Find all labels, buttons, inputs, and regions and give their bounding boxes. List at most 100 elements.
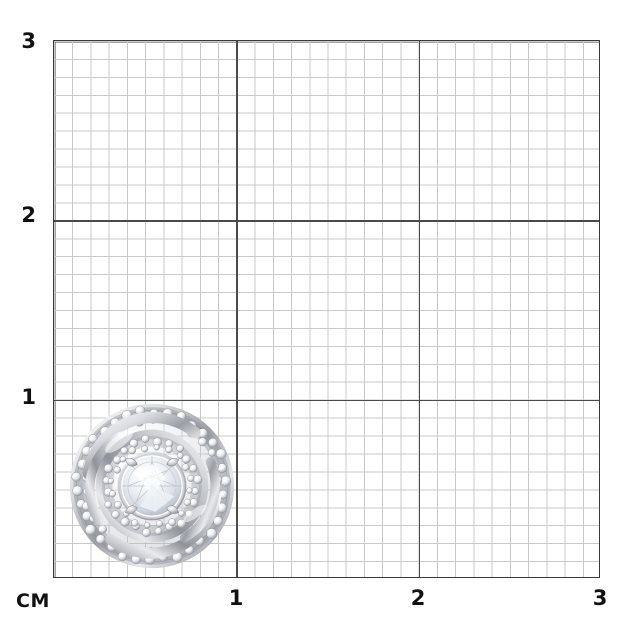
- pave-stone-highlight: [178, 453, 181, 456]
- pave-stone: [119, 455, 127, 463]
- metal-highlights: [105, 429, 207, 523]
- pave-stone-highlight: [114, 467, 118, 471]
- pave-stone-highlight: [209, 450, 213, 453]
- pave-stone-highlight: [120, 456, 124, 460]
- pave-stone-highlight: [183, 456, 187, 460]
- pave-stone-highlight: [166, 523, 170, 527]
- pave-stone-highlight: [112, 511, 116, 515]
- pave-stone-highlight: [154, 439, 158, 443]
- pave-stone-highlight: [78, 501, 82, 505]
- product-image-diamond-swirl-earring: [66, 400, 238, 572]
- pave-stone: [113, 466, 121, 474]
- pave-stone-highlight: [73, 473, 77, 478]
- pave-stone-highlight: [178, 413, 182, 417]
- grid-major-line-y-2cm: [54, 220, 599, 222]
- pave-stone-highlight: [194, 476, 199, 480]
- pave-stone-highlight: [173, 553, 178, 558]
- pave-stone-highlight: [105, 502, 109, 505]
- pave-stone-highlight: [192, 488, 196, 492]
- pave-stone: [144, 522, 151, 529]
- pave-stone: [155, 520, 163, 528]
- pave-stone-highlight: [154, 445, 157, 448]
- pave-stone: [217, 463, 228, 473]
- pave-stone-highlight: [183, 464, 186, 468]
- pave-stone: [186, 487, 193, 494]
- pave-stone-highlight: [214, 518, 219, 522]
- pave-stone-highlight: [187, 488, 190, 491]
- pave-stone-highlight: [112, 419, 116, 424]
- pave-stone: [181, 463, 190, 472]
- pave-stone-highlight: [166, 447, 170, 450]
- pave-stone-highlight: [105, 489, 109, 493]
- pave-stone: [165, 445, 173, 454]
- pave-stone-highlight: [119, 553, 123, 557]
- pave-stone: [95, 534, 106, 545]
- x-axis-tick-1: 1: [228, 586, 244, 610]
- pave-stone: [72, 485, 83, 497]
- pave-stone-highlight: [190, 499, 194, 504]
- pave-stone-highlight: [105, 465, 109, 469]
- pave-stone-highlight: [136, 407, 141, 412]
- grid-major-line-x-1cm: [236, 41, 238, 577]
- pave-stone-highlight: [83, 447, 88, 452]
- pave-stone-highlight: [104, 477, 108, 481]
- pave-stone: [191, 487, 199, 496]
- pave-stone: [71, 472, 82, 482]
- pave-stone-highlight: [222, 477, 227, 482]
- pave-stone: [120, 517, 130, 527]
- pave-stone: [107, 477, 115, 485]
- pave-stone-highlight: [122, 518, 126, 523]
- pave-stone: [168, 518, 176, 526]
- pave-stone: [141, 445, 149, 453]
- pave-stone: [98, 524, 107, 534]
- grid-major-line-y-1cm: [54, 399, 599, 402]
- pave-stone-highlight: [220, 491, 224, 495]
- pave-stone: [206, 528, 217, 540]
- pave-stone-highlight: [86, 526, 91, 531]
- pave-stone: [111, 510, 120, 519]
- pave-stone-highlight: [184, 500, 188, 503]
- pave-stone-highlight: [217, 450, 222, 455]
- pave-stone-highlight: [178, 520, 182, 524]
- pave-stone: [198, 437, 207, 447]
- pave-stone-highlight: [108, 479, 112, 482]
- y-axis-tick-2: 2: [21, 203, 36, 227]
- pave-stone-highlight: [209, 439, 214, 443]
- pave-stone-highlight: [208, 530, 213, 535]
- pave-stone-highlight: [179, 511, 182, 514]
- pave-stone-highlight: [74, 487, 78, 492]
- x-axis-tick-3: 3: [592, 586, 608, 610]
- pave-stone: [207, 448, 216, 457]
- pave-stone-highlight: [83, 512, 88, 517]
- inner-metal-band: [95, 429, 209, 543]
- pave-stone-highlight: [142, 436, 146, 440]
- pave-stone: [215, 448, 227, 460]
- pave-stone: [178, 510, 185, 517]
- pave-stone-highlight: [132, 520, 136, 524]
- pave-stone-highlight: [131, 440, 135, 444]
- pave-stone-highlight: [157, 521, 160, 524]
- pave-stone: [154, 527, 163, 535]
- pave-stone-highlight: [219, 464, 223, 469]
- pave-stone-highlight: [145, 523, 148, 526]
- y-axis-tick-3: 3: [21, 29, 36, 53]
- pave-stone-highlight: [177, 446, 181, 449]
- pave-stone: [153, 444, 160, 451]
- pave-stone-highlight: [169, 519, 173, 523]
- pave-stone: [128, 446, 137, 455]
- pave-stone-highlight: [123, 412, 128, 417]
- pave-stone: [85, 524, 96, 536]
- x-axis-tick-2: 2: [410, 586, 426, 610]
- pave-stone-highlight: [90, 435, 94, 440]
- center-diamond-prongs: [125, 458, 179, 514]
- y-axis-tick-1: 1: [21, 385, 36, 409]
- pave-stone-highlight: [199, 439, 203, 443]
- pave-stone-highlight: [121, 448, 125, 451]
- pave-stone: [109, 490, 117, 498]
- pave-stone: [193, 474, 203, 485]
- pave-stone-highlight: [190, 465, 194, 469]
- center-diamond: [121, 455, 183, 517]
- pave-stone-highlight: [83, 503, 87, 507]
- pave-stone-highlight: [115, 502, 119, 506]
